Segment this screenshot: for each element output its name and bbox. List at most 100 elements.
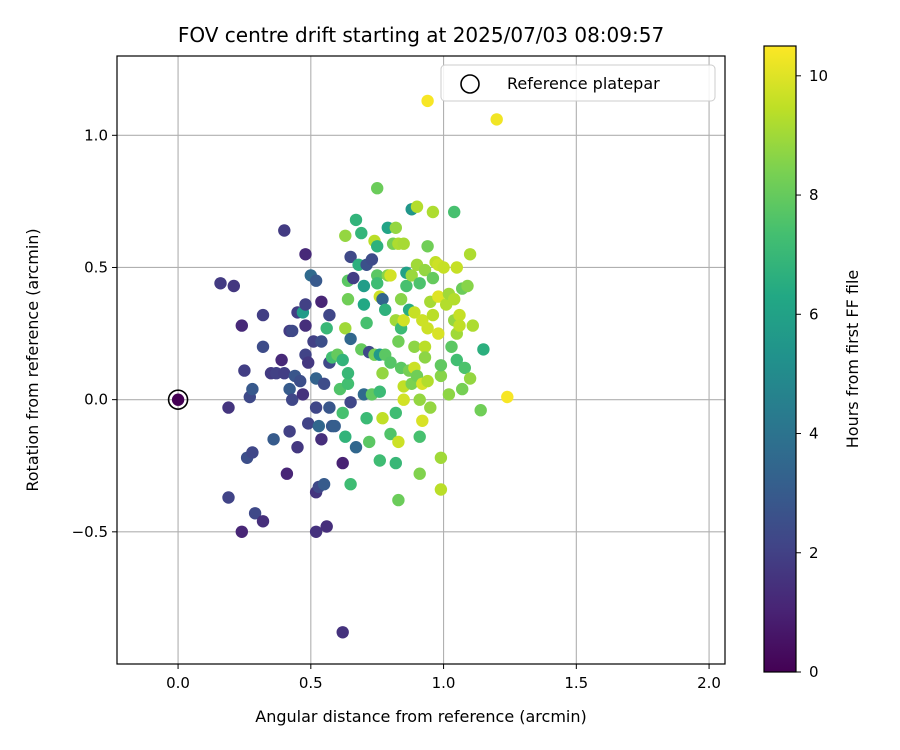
y-axis-label: Rotation from reference (arcmin) bbox=[23, 228, 42, 491]
reference-platepar-marker bbox=[167, 389, 189, 410]
scatter-point bbox=[379, 303, 392, 316]
scatter-point bbox=[474, 404, 487, 417]
scatter-point bbox=[434, 451, 448, 464]
colorbar-label: Hours from first FF file bbox=[843, 270, 862, 449]
scatter-point bbox=[434, 359, 448, 372]
reference-marker bbox=[167, 389, 189, 410]
scatter-point bbox=[373, 454, 386, 467]
scatter-point bbox=[376, 412, 389, 425]
scatter-point bbox=[371, 277, 384, 290]
scatter-point bbox=[384, 269, 397, 282]
scatter-point bbox=[296, 388, 310, 401]
scatter-point bbox=[389, 406, 402, 420]
scatter-point bbox=[450, 353, 463, 367]
scatter-point bbox=[320, 322, 333, 335]
scatter-point bbox=[235, 319, 248, 332]
scatter-point bbox=[501, 390, 514, 404]
y-axis-ticks: −0.5 0.0 0.5 1.0 bbox=[72, 126, 117, 541]
scatter-point bbox=[418, 340, 432, 353]
legend-entry-reference: Reference platepar bbox=[507, 74, 660, 93]
scatter-point bbox=[278, 367, 291, 380]
scatter-point bbox=[283, 425, 296, 438]
scatter-point bbox=[477, 343, 490, 356]
y-tick-label: 0.0 bbox=[84, 391, 108, 409]
scatter-point bbox=[344, 332, 357, 346]
scatter-point bbox=[323, 401, 336, 414]
scatter-point bbox=[320, 520, 333, 533]
scatter-point bbox=[349, 441, 363, 454]
scatter-point bbox=[426, 271, 440, 285]
scatter-point bbox=[214, 277, 227, 290]
scatter-point bbox=[413, 277, 426, 290]
x-tick-label: 1.5 bbox=[564, 674, 588, 692]
colorbar-tick-label: 0 bbox=[809, 663, 819, 681]
scatter-point bbox=[315, 335, 328, 348]
scatter-point bbox=[392, 435, 405, 449]
scatter-point bbox=[405, 269, 418, 282]
x-axis-label: Angular distance from reference (arcmin) bbox=[255, 707, 586, 726]
scatter-point bbox=[294, 374, 307, 388]
scatter-point bbox=[392, 335, 405, 348]
scatter-point bbox=[357, 279, 371, 293]
legend: Reference platepar bbox=[440, 64, 716, 102]
scatter-point bbox=[341, 293, 355, 306]
scatter-point bbox=[280, 467, 294, 480]
scatter-point bbox=[357, 298, 371, 311]
scatter-point bbox=[442, 388, 456, 401]
colorbar-gradient bbox=[763, 45, 797, 673]
scatter-point bbox=[227, 279, 240, 293]
scatter-point bbox=[408, 340, 421, 353]
scatter-point bbox=[235, 525, 248, 538]
scatter-point bbox=[309, 401, 323, 414]
scatter-point bbox=[302, 417, 315, 430]
scatter-point bbox=[413, 393, 426, 406]
scatter-point bbox=[373, 385, 386, 398]
scatter-point bbox=[341, 367, 355, 380]
scatter-point bbox=[355, 226, 368, 240]
scatter-point bbox=[453, 319, 466, 332]
scatter-point bbox=[336, 456, 349, 470]
colorbar-tick-label: 4 bbox=[809, 425, 819, 443]
scatter-point bbox=[309, 274, 323, 287]
y-tick-label: 0.5 bbox=[84, 258, 108, 276]
x-tick-label: 1.0 bbox=[432, 674, 456, 692]
legend-marker-reference bbox=[460, 74, 480, 94]
scatter-point bbox=[299, 298, 312, 311]
scatter-point bbox=[256, 340, 270, 353]
scatter-point bbox=[299, 319, 312, 332]
x-axis-ticks: 0.0 0.5 1.0 1.5 2.0 bbox=[166, 664, 721, 692]
scatter-point bbox=[286, 393, 299, 406]
scatter-point bbox=[448, 293, 461, 306]
scatter-point bbox=[222, 491, 235, 504]
scatter-point bbox=[410, 200, 424, 213]
scatter-point bbox=[376, 293, 389, 306]
scatter-point bbox=[344, 396, 357, 409]
scatter-point bbox=[323, 308, 336, 322]
scatter-point bbox=[413, 467, 426, 480]
colorbar-tick-label: 8 bbox=[809, 186, 819, 204]
scatter-point bbox=[302, 356, 315, 369]
scatter-point bbox=[416, 414, 429, 427]
scatter-point bbox=[315, 295, 328, 308]
scatter-point bbox=[421, 94, 434, 108]
scatter-point bbox=[339, 430, 352, 443]
scatter-point bbox=[445, 340, 458, 353]
scatter-point bbox=[463, 372, 477, 385]
scatter-point bbox=[432, 327, 445, 340]
x-tick-label: 0.0 bbox=[166, 674, 190, 692]
scatter-point bbox=[256, 308, 270, 322]
scatter-point bbox=[424, 401, 437, 414]
scatter-point bbox=[299, 248, 312, 261]
scatter-point bbox=[376, 367, 389, 380]
scatter-point bbox=[466, 319, 479, 332]
scatter-point bbox=[384, 427, 397, 441]
scatter-point bbox=[360, 316, 373, 330]
scatter-point bbox=[421, 240, 434, 253]
scatter-point bbox=[421, 374, 434, 388]
scatter-point bbox=[315, 433, 328, 446]
scatter-point bbox=[349, 213, 363, 227]
scatter-point bbox=[317, 478, 331, 491]
y-tick-label: 1.0 bbox=[84, 126, 108, 144]
scatter-point bbox=[389, 456, 402, 470]
